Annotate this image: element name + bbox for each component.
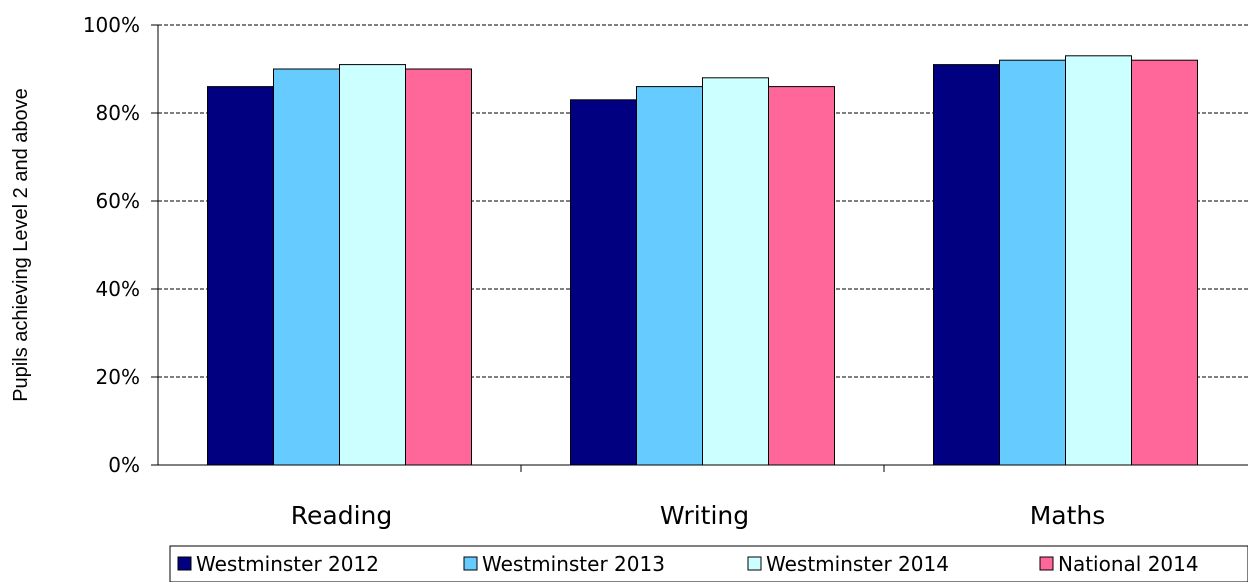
bar xyxy=(1065,55,1132,466)
legend-label: Westminster 2014 xyxy=(766,552,949,576)
bar xyxy=(405,68,472,466)
y-tick-label: 100% xyxy=(83,13,140,37)
legend-swatch xyxy=(463,556,478,571)
bar xyxy=(702,77,769,466)
y-tick-label: 0% xyxy=(108,453,140,477)
legend-label: Westminster 2012 xyxy=(196,552,379,576)
bar xyxy=(273,68,340,466)
x-tick-label: Writing xyxy=(660,501,749,530)
y-tick-label: 40% xyxy=(96,277,140,301)
legend: Westminster 2012 Westminster 2013 Westmins… xyxy=(169,545,1248,583)
legend-swatch xyxy=(177,556,192,571)
legend-label: National 2014 xyxy=(1058,552,1199,576)
bar xyxy=(933,64,1000,466)
y-tick-label: 60% xyxy=(96,189,140,213)
bars xyxy=(207,55,1198,466)
bar xyxy=(999,59,1066,466)
legend-box xyxy=(169,545,1248,583)
y-tick-labels: 0% 20% 40% 60% 80% 100% xyxy=(83,13,140,477)
bar xyxy=(768,86,835,466)
x-tick-label: Maths xyxy=(1030,501,1106,530)
bar xyxy=(207,86,274,466)
bar xyxy=(636,86,703,466)
bar xyxy=(1131,59,1198,466)
x-tick-label: Reading xyxy=(291,501,392,530)
x-tick-labels: Reading Writing Maths xyxy=(291,501,1106,530)
bar xyxy=(570,99,637,466)
bar xyxy=(339,64,406,466)
y-tick-label: 80% xyxy=(96,101,140,125)
y-axis-label: Pupils achieving Level 2 and above xyxy=(10,88,32,402)
axes xyxy=(151,24,1248,472)
legend-label: Westminster 2013 xyxy=(482,552,665,576)
legend-swatch xyxy=(747,556,762,571)
legend-swatch xyxy=(1039,556,1054,571)
y-tick-label: 20% xyxy=(96,365,140,389)
